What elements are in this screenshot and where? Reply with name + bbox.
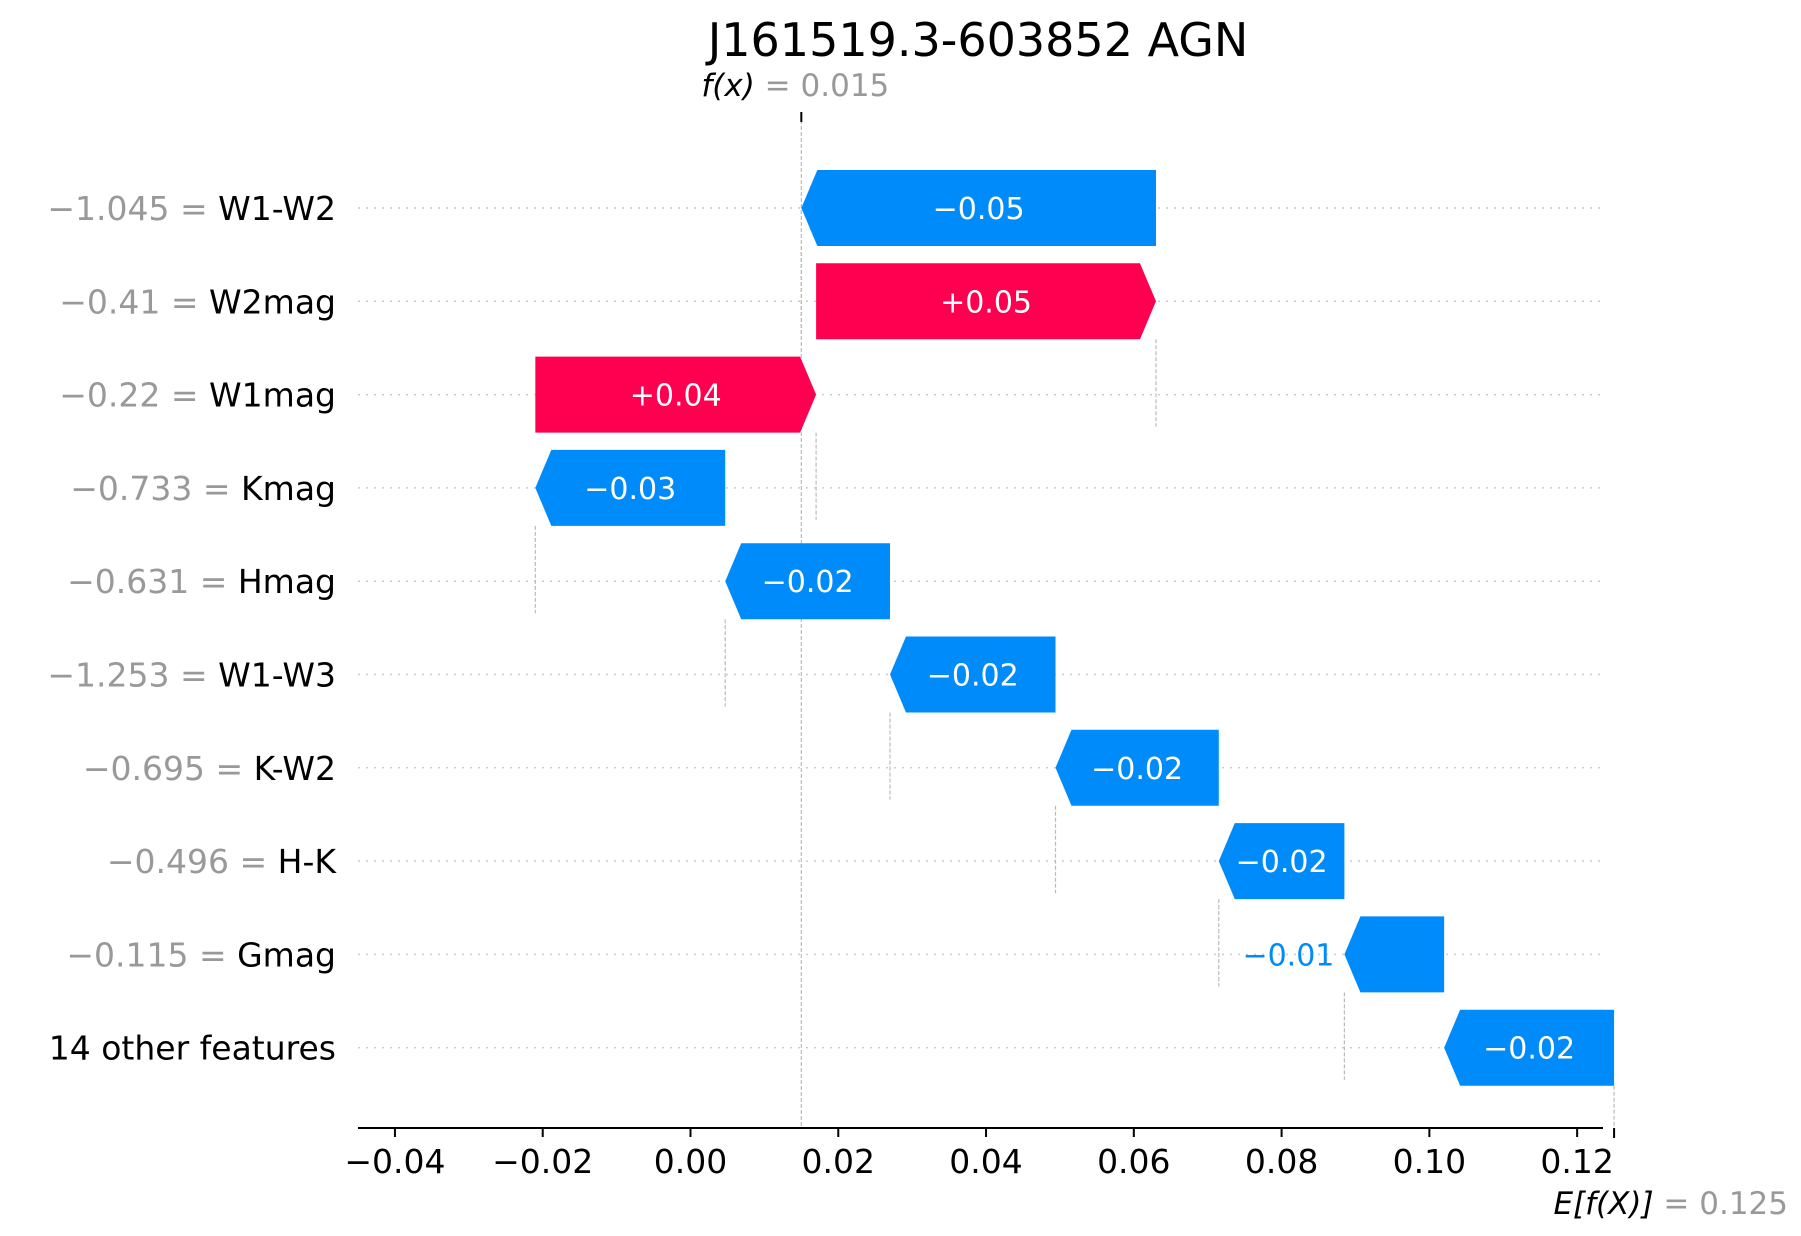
feature-labels: −0.05 −1.045 = W1-W2 +0.05 −0.41 = W2mag +0.… <box>47 189 1575 1068</box>
bar <box>725 543 890 620</box>
feature-label: −0.695 = K-W2 <box>83 749 336 788</box>
feature-name: 14 other features <box>49 1029 336 1068</box>
feature-value: −0.496 <box>107 842 229 881</box>
fx-annotation: f(x) = 0.015 <box>701 68 889 122</box>
x-tick-label: 0.06 <box>1097 1142 1170 1181</box>
bar <box>535 449 726 526</box>
feature-value: −0.115 <box>66 935 188 974</box>
fx-annotation-text: f(x) = 0.015 <box>701 68 889 104</box>
expected-value-equals: = <box>1654 1186 1700 1222</box>
bar <box>535 356 817 433</box>
bar-value-label: −0.01 <box>1242 938 1334 973</box>
equals-sign: = <box>205 749 254 788</box>
equals-sign: = <box>192 469 241 508</box>
bar <box>1444 1009 1615 1086</box>
feature-name: W1mag <box>209 376 336 415</box>
bar-value-label: +0.05 <box>940 285 1032 320</box>
expected-value-annotation: E[f(X)] = 0.125 <box>1553 1128 1788 1222</box>
bar <box>1055 729 1219 806</box>
expected-value-number: 0.125 <box>1699 1186 1788 1222</box>
x-tick-label: 0.08 <box>1245 1142 1318 1181</box>
equals-sign: = <box>229 842 278 881</box>
feature-label: −0.41 = W2mag <box>59 282 336 321</box>
bar <box>801 170 1156 246</box>
equals-sign: = <box>170 656 219 695</box>
x-tick-label: 0.10 <box>1393 1142 1466 1181</box>
equals-sign: = <box>170 189 219 228</box>
feature-name: W1-W2 <box>218 189 336 228</box>
x-tick-label: −0.04 <box>344 1142 445 1181</box>
fx-value: 0.015 <box>801 68 890 104</box>
bar-value-label: −0.05 <box>933 192 1025 227</box>
feature-value: −0.631 <box>67 562 189 601</box>
x-tick-label: 0.02 <box>802 1142 875 1181</box>
feature-label: −0.733 = Kmag <box>70 469 336 508</box>
fx-symbol: f(x) <box>701 68 754 104</box>
expected-value-symbol: E[f(X)] <box>1553 1186 1653 1222</box>
feature-label: −0.496 = H-K <box>107 842 337 881</box>
feature-value: −1.253 <box>47 656 169 695</box>
x-tick-label: −0.02 <box>492 1142 593 1181</box>
feature-label: −0.631 = Hmag <box>67 562 336 601</box>
chart-title: J161519.3-603852 AGN <box>705 13 1249 67</box>
feature-value: −0.41 <box>59 282 160 321</box>
bar-value-label: +0.04 <box>630 379 722 414</box>
equals-sign: = <box>189 562 238 601</box>
fx-equals: = <box>755 68 801 104</box>
equals-sign: = <box>160 376 209 415</box>
equals-sign: = <box>188 935 237 974</box>
bar <box>1344 916 1445 993</box>
bar <box>889 636 1056 713</box>
expected-value-text: E[f(X)] = 0.125 <box>1553 1186 1788 1222</box>
feature-label: −0.115 = Gmag <box>66 935 336 974</box>
feature-name: Kmag <box>241 469 336 508</box>
equals-sign: = <box>160 282 209 321</box>
feature-value: −0.22 <box>59 376 160 415</box>
feature-name: W2mag <box>209 282 336 321</box>
feature-label: −1.045 = W1-W2 <box>47 189 336 228</box>
bar-value-label: −0.02 <box>1236 845 1328 880</box>
bar-value-label: −0.02 <box>1091 752 1183 787</box>
bars <box>535 170 1615 1086</box>
x-axis: −0.04 −0.02 0.00 0.02 0.04 0.06 0.08 0.10 0.12 <box>344 1127 1614 1181</box>
feature-name: W1-W3 <box>218 656 336 695</box>
feature-value: −1.045 <box>47 189 169 228</box>
feature-name: H-K <box>278 842 338 881</box>
feature-name: Gmag <box>237 935 336 974</box>
feature-name: K-W2 <box>254 749 336 788</box>
connector-lines <box>534 120 1615 1128</box>
bar-value-label: −0.02 <box>927 659 1019 694</box>
feature-label: −0.22 = W1mag <box>59 376 336 415</box>
feature-name: Hmag <box>238 562 336 601</box>
bar-value-label: −0.03 <box>584 472 676 507</box>
bar-value-label: −0.02 <box>1483 1032 1575 1067</box>
bar-value-label: −0.02 <box>762 565 854 600</box>
x-tick-label: 0.00 <box>654 1142 727 1181</box>
bar <box>816 263 1156 340</box>
feature-value: −0.733 <box>70 469 192 508</box>
x-tick-label: 0.04 <box>949 1142 1022 1181</box>
feature-label: −1.253 = W1-W3 <box>47 656 336 695</box>
feature-value: −0.695 <box>83 749 205 788</box>
bar <box>1218 823 1345 900</box>
x-tick-label: 0.12 <box>1540 1142 1613 1181</box>
